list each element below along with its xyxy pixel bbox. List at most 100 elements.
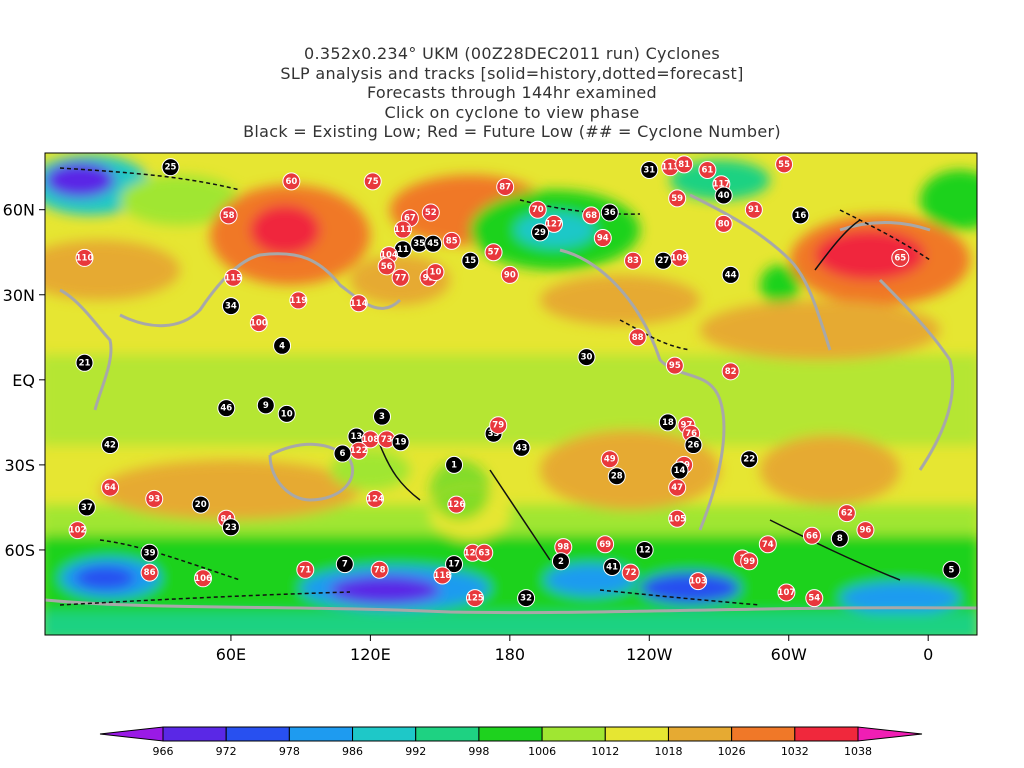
cyclone-marker-dot[interactable] [721, 362, 740, 381]
cyclone-marker-future[interactable]: 80 [714, 214, 733, 233]
cyclone-marker-future[interactable]: 114 [349, 294, 368, 313]
cyclone-marker-dot[interactable] [75, 353, 94, 372]
cyclone-marker-dot[interactable] [698, 161, 717, 180]
cyclone-marker-future[interactable]: 88 [628, 328, 647, 347]
cyclone-marker-dot[interactable] [77, 498, 96, 517]
cyclone-marker-future[interactable]: 65 [891, 248, 910, 267]
cyclone-marker-dot[interactable] [221, 297, 240, 316]
cyclone-marker-dot[interactable] [658, 413, 677, 432]
cyclone-marker-dot[interactable] [668, 478, 687, 497]
cyclone-marker-dot[interactable] [740, 552, 759, 571]
cyclone-marker-future[interactable]: 85 [442, 231, 461, 250]
cyclone-marker-future[interactable]: 98 [554, 538, 573, 557]
cyclone-marker-existing[interactable]: 22 [740, 450, 759, 469]
cyclone-marker-dot[interactable] [370, 560, 389, 579]
cyclone-marker-dot[interactable] [528, 200, 547, 219]
cyclone-marker-dot[interactable] [740, 450, 759, 469]
cyclone-marker-future[interactable]: 72 [621, 563, 640, 582]
cyclone-marker-future[interactable]: 75 [363, 172, 382, 191]
cyclone-marker-existing[interactable]: 27 [654, 251, 673, 270]
cyclone-marker-dot[interactable] [289, 291, 308, 310]
cyclone-marker-dot[interactable] [445, 555, 464, 574]
cyclone-marker-dot[interactable] [496, 178, 515, 197]
cyclone-marker-future[interactable]: 87 [496, 178, 515, 197]
cyclone-marker-dot[interactable] [335, 555, 354, 574]
cyclone-marker-dot[interactable] [891, 248, 910, 267]
cyclone-marker-future[interactable]: 103 [689, 572, 708, 591]
cyclone-marker-future[interactable]: 58 [219, 206, 238, 225]
cyclone-marker-dot[interactable] [194, 569, 213, 588]
cyclone-marker-future[interactable]: 124 [366, 489, 385, 508]
cyclone-marker-dot[interactable] [621, 563, 640, 582]
cyclone-marker-future[interactable]: 62 [837, 504, 856, 523]
cyclone-marker-existing[interactable]: 16 [791, 206, 810, 225]
cyclone-marker-future[interactable]: 10 [426, 263, 445, 282]
cyclone-marker-dot[interactable] [377, 257, 396, 276]
cyclone-marker-existing[interactable]: 14 [670, 461, 689, 480]
cyclone-marker-dot[interactable] [145, 489, 164, 508]
cyclone-marker-future[interactable]: 96 [856, 521, 875, 540]
cyclone-marker-future[interactable]: 109 [670, 248, 689, 267]
cyclone-marker-existing[interactable]: 9 [256, 396, 275, 415]
cyclone-marker-dot[interactable] [665, 356, 684, 375]
cyclone-marker-future[interactable]: 79 [489, 416, 508, 435]
cyclone-marker-dot[interactable] [837, 504, 856, 523]
cyclone-marker-dot[interactable] [256, 396, 275, 415]
cyclone-marker-dot[interactable] [75, 248, 94, 267]
cyclone-marker-existing[interactable]: 23 [221, 518, 240, 537]
cyclone-marker-dot[interactable] [224, 268, 243, 287]
cyclone-marker-future[interactable]: 127 [544, 214, 563, 233]
cyclone-marker-dot[interactable] [517, 589, 536, 608]
cyclone-marker-dot[interactable] [582, 206, 601, 225]
cyclone-marker-dot[interactable] [333, 444, 352, 463]
cyclone-marker-future[interactable]: 105 [668, 509, 687, 528]
cyclone-marker-future[interactable]: 70 [528, 200, 547, 219]
cyclone-marker-dot[interactable] [942, 560, 961, 579]
cyclone-marker-existing[interactable]: 36 [600, 203, 619, 222]
cyclone-marker-future[interactable]: 57 [484, 243, 503, 262]
cyclone-marker-existing[interactable]: 19 [391, 433, 410, 452]
cyclone-marker-dot[interactable] [577, 348, 596, 367]
cyclone-marker-existing[interactable]: 21 [75, 353, 94, 372]
cyclone-marker-future[interactable]: 82 [721, 362, 740, 381]
cyclone-marker-dot[interactable] [296, 560, 315, 579]
cyclone-marker-future[interactable]: 126 [447, 495, 466, 514]
cyclone-marker-future[interactable]: 81 [675, 155, 694, 174]
cyclone-marker-future[interactable]: 125 [465, 589, 484, 608]
cyclone-marker-future[interactable]: 110 [75, 248, 94, 267]
cyclone-marker-dot[interactable] [791, 206, 810, 225]
cyclone-marker-existing[interactable]: 10 [277, 404, 296, 423]
cyclone-marker-future[interactable]: 56 [377, 257, 396, 276]
cyclone-marker-dot[interactable] [442, 231, 461, 250]
cyclone-marker-future[interactable]: 63 [475, 543, 494, 562]
cyclone-marker-dot[interactable] [600, 203, 619, 222]
cyclone-marker-future[interactable]: 118 [433, 566, 452, 585]
cyclone-marker-dot[interactable] [140, 543, 159, 562]
cyclone-marker-future[interactable]: 94 [593, 229, 612, 248]
cyclone-marker-future[interactable]: 47 [668, 478, 687, 497]
cyclone-marker-future[interactable]: 61 [698, 161, 717, 180]
cyclone-marker-dot[interactable] [603, 557, 622, 576]
cyclone-marker-future[interactable]: 77 [391, 268, 410, 287]
cyclone-marker-future[interactable]: 99 [740, 552, 759, 571]
cyclone-marker-existing[interactable]: 31 [640, 161, 659, 180]
cyclone-marker-dot[interactable] [475, 543, 494, 562]
cyclone-marker-dot[interactable] [391, 433, 410, 452]
cyclone-marker-dot[interactable] [744, 200, 763, 219]
cyclone-marker-dot[interactable] [465, 589, 484, 608]
cyclone-marker-existing[interactable]: 32 [517, 589, 536, 608]
cyclone-marker-dot[interactable] [68, 521, 87, 540]
cyclone-marker-future[interactable]: 100 [249, 314, 268, 333]
cyclone-marker-dot[interactable] [668, 189, 687, 208]
cyclone-marker-dot[interactable] [668, 509, 687, 528]
cyclone-marker-future[interactable]: 106 [194, 569, 213, 588]
cyclone-marker-future[interactable]: 55 [775, 155, 794, 174]
cyclone-marker-existing[interactable]: 26 [684, 436, 703, 455]
cyclone-marker-future[interactable]: 49 [600, 450, 619, 469]
cyclone-marker-existing[interactable]: 12 [635, 540, 654, 559]
cyclone-marker-existing[interactable]: 42 [101, 436, 120, 455]
cyclone-marker-dot[interactable] [607, 467, 626, 486]
cyclone-marker-existing[interactable]: 17 [445, 555, 464, 574]
cyclone-marker-dot[interactable] [393, 220, 412, 239]
